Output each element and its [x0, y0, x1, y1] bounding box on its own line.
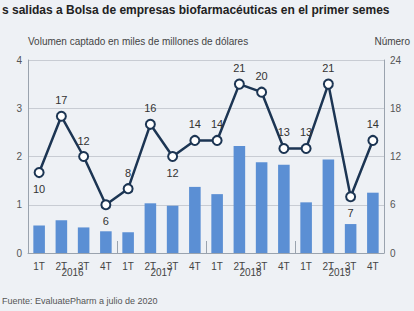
- svg-text:21: 21: [233, 62, 245, 74]
- svg-text:4T: 4T: [278, 261, 290, 272]
- svg-text:14: 14: [189, 118, 201, 130]
- svg-text:13: 13: [278, 126, 290, 138]
- svg-text:0: 0: [16, 248, 22, 259]
- svg-text:6: 6: [103, 215, 109, 227]
- svg-text:10: 10: [33, 183, 45, 195]
- svg-text:4T: 4T: [100, 261, 112, 272]
- svg-text:1: 1: [16, 199, 22, 210]
- svg-text:14: 14: [211, 118, 223, 130]
- svg-text:Número: Número: [374, 36, 410, 47]
- svg-text:2017: 2017: [150, 267, 173, 278]
- svg-text:4T: 4T: [367, 261, 379, 272]
- svg-text:3T: 3T: [166, 260, 179, 272]
- svg-text:2016: 2016: [61, 267, 84, 278]
- svg-text:s salidas a Bolsa de empresas: s salidas a Bolsa de empresas biofarmacé…: [2, 3, 390, 17]
- svg-text:8: 8: [125, 167, 131, 179]
- svg-text:2019: 2019: [328, 267, 351, 278]
- svg-text:6: 6: [390, 199, 396, 210]
- svg-text:17: 17: [55, 94, 67, 106]
- svg-text:1T: 1T: [33, 261, 45, 272]
- svg-text:3T: 3T: [255, 260, 268, 272]
- svg-text:16: 16: [144, 102, 156, 114]
- svg-text:1T: 1T: [122, 261, 134, 272]
- svg-text:Volumen captado en miles de mi: Volumen captado en miles de millones de …: [28, 36, 248, 47]
- svg-text:7: 7: [348, 207, 354, 219]
- svg-text:12: 12: [78, 135, 90, 147]
- svg-text:12: 12: [167, 167, 179, 179]
- svg-text:Fuente: EvaluatePharm a julio: Fuente: EvaluatePharm a julio de 2020: [2, 296, 158, 306]
- svg-text:18: 18: [390, 103, 402, 114]
- svg-text:0: 0: [390, 248, 396, 259]
- svg-text:20: 20: [256, 70, 268, 82]
- svg-text:1T: 1T: [300, 261, 312, 272]
- svg-text:2018: 2018: [239, 267, 262, 278]
- svg-text:12: 12: [390, 151, 402, 162]
- svg-text:2: 2: [16, 151, 22, 162]
- svg-text:4T: 4T: [189, 261, 201, 272]
- svg-text:4: 4: [16, 55, 22, 66]
- svg-text:14: 14: [367, 118, 379, 130]
- svg-text:13: 13: [300, 126, 312, 138]
- svg-text:3: 3: [16, 103, 22, 114]
- svg-text:1T: 1T: [211, 261, 223, 272]
- svg-text:3T: 3T: [77, 260, 90, 272]
- svg-text:24: 24: [390, 55, 402, 66]
- svg-text:3T: 3T: [344, 260, 357, 272]
- svg-text:21: 21: [322, 62, 334, 74]
